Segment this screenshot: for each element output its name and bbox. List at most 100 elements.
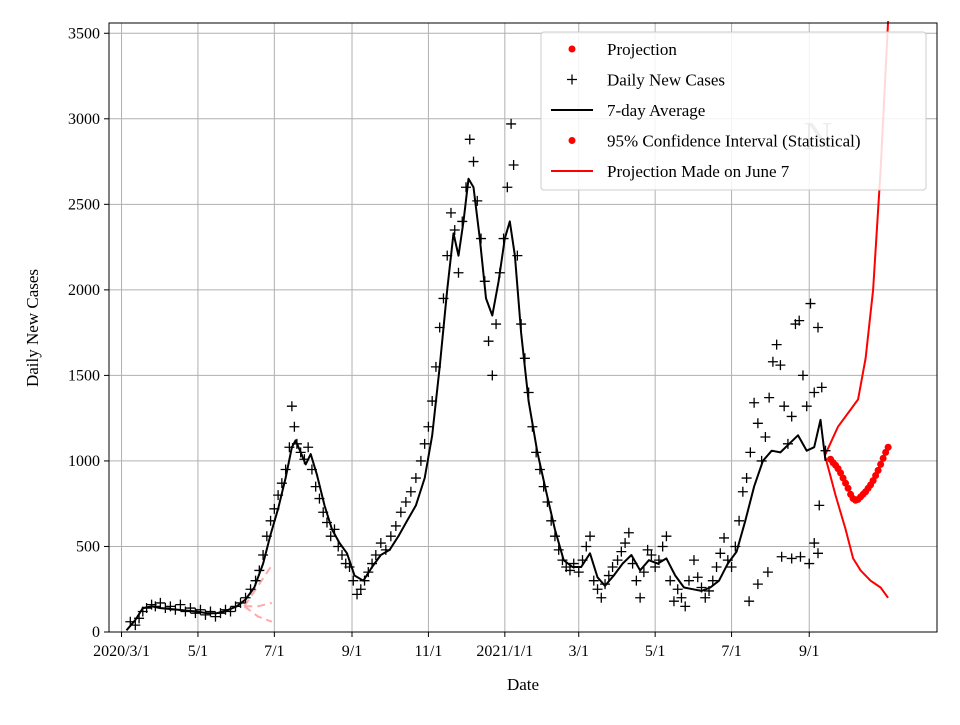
case-point bbox=[141, 603, 152, 614]
case-point bbox=[273, 490, 284, 501]
case-point bbox=[461, 182, 472, 193]
case-point bbox=[668, 596, 679, 607]
case-point bbox=[786, 553, 797, 564]
case-point bbox=[523, 387, 534, 398]
case-point bbox=[180, 606, 191, 617]
case-point bbox=[352, 589, 363, 600]
case-point bbox=[200, 609, 211, 620]
case-point bbox=[265, 515, 276, 526]
case-point bbox=[631, 575, 642, 586]
case-point bbox=[542, 496, 553, 507]
case-point bbox=[423, 421, 434, 432]
case-point bbox=[370, 550, 381, 561]
case-point bbox=[816, 382, 827, 393]
legend-box bbox=[540, 31, 927, 191]
x-tick-label: 2020/3/1 bbox=[93, 643, 150, 660]
case-point bbox=[430, 361, 441, 372]
case-point bbox=[280, 464, 291, 475]
case-point bbox=[688, 555, 699, 566]
x-tick-label: 5/1 bbox=[188, 643, 208, 660]
case-point bbox=[195, 604, 206, 615]
x-axis: 2020/3/1 5/1 7/1 9/1 11/1 2021/1/1 3/1 5/1 7/1 9/… bbox=[93, 632, 819, 660]
case-point bbox=[170, 604, 181, 615]
case-point bbox=[592, 584, 603, 595]
case-point bbox=[491, 319, 502, 330]
case-point bbox=[419, 438, 430, 449]
y-axis-label: Daily New Cases bbox=[23, 269, 42, 387]
case-point bbox=[620, 538, 631, 549]
case-point bbox=[367, 558, 378, 569]
case-point bbox=[531, 447, 542, 458]
case-point bbox=[646, 550, 657, 561]
case-point bbox=[623, 527, 634, 538]
case-point bbox=[734, 515, 745, 526]
legend-plus-icon bbox=[567, 74, 577, 85]
case-point bbox=[752, 418, 763, 429]
y-tick-label: 2500 bbox=[68, 196, 100, 213]
case-point bbox=[502, 182, 513, 193]
case-point bbox=[805, 298, 816, 309]
case-point bbox=[355, 584, 366, 595]
case-point bbox=[600, 579, 611, 590]
case-point bbox=[286, 401, 297, 412]
legend-label: Projection Made on June 7 bbox=[607, 162, 790, 181]
case-point bbox=[730, 541, 741, 552]
case-point bbox=[527, 421, 538, 432]
case-point bbox=[564, 565, 575, 576]
projection-point bbox=[877, 460, 885, 468]
case-point bbox=[508, 159, 519, 170]
case-point bbox=[479, 276, 490, 287]
case-point bbox=[715, 548, 726, 559]
ci-lower-line bbox=[824, 457, 889, 599]
case-point bbox=[585, 531, 596, 542]
y-tick-label: 500 bbox=[76, 538, 100, 555]
case-point bbox=[692, 572, 703, 583]
y-axis: 0 500 1000 1500 2000 2500 3000 3500 bbox=[68, 25, 109, 641]
case-point bbox=[588, 575, 599, 586]
case-point bbox=[291, 438, 302, 449]
case-point bbox=[468, 156, 479, 167]
case-point bbox=[258, 550, 269, 561]
june-projection-lower-line bbox=[243, 605, 273, 623]
case-point bbox=[711, 561, 722, 572]
case-point bbox=[581, 541, 592, 552]
case-point bbox=[395, 507, 406, 518]
case-point bbox=[760, 431, 771, 442]
case-point bbox=[410, 473, 421, 484]
case-point bbox=[771, 339, 782, 350]
legend: Projection Daily New Cases 7-day Average 95… bbox=[540, 31, 927, 191]
case-point bbox=[676, 592, 687, 603]
case-point bbox=[809, 387, 820, 398]
case-point bbox=[261, 531, 272, 542]
case-point bbox=[704, 585, 715, 596]
case-point bbox=[295, 447, 306, 458]
case-point bbox=[476, 233, 487, 244]
case-point bbox=[363, 567, 374, 578]
case-point bbox=[814, 500, 825, 511]
x-tick-label: 11/1 bbox=[414, 643, 442, 660]
case-point bbox=[642, 544, 653, 555]
case-point bbox=[719, 532, 730, 543]
projection-point bbox=[844, 484, 852, 492]
case-point bbox=[762, 567, 773, 578]
case-point bbox=[348, 575, 359, 586]
case-point bbox=[445, 207, 456, 218]
case-point bbox=[756, 455, 767, 466]
case-point bbox=[130, 620, 141, 631]
case-point bbox=[794, 315, 805, 326]
case-point bbox=[306, 464, 317, 475]
y-tick-label: 0 bbox=[92, 624, 100, 641]
x-axis-label: Date bbox=[507, 675, 539, 694]
case-point bbox=[359, 575, 370, 586]
case-point bbox=[795, 551, 806, 562]
case-point bbox=[289, 421, 300, 432]
legend-label: Daily New Cases bbox=[607, 71, 725, 90]
y-tick-label: 3000 bbox=[68, 111, 100, 128]
case-point bbox=[661, 531, 672, 542]
case-point bbox=[375, 538, 386, 549]
case-point bbox=[185, 603, 196, 614]
case-point bbox=[516, 319, 527, 330]
projection-point bbox=[884, 443, 892, 451]
case-point bbox=[225, 606, 236, 617]
